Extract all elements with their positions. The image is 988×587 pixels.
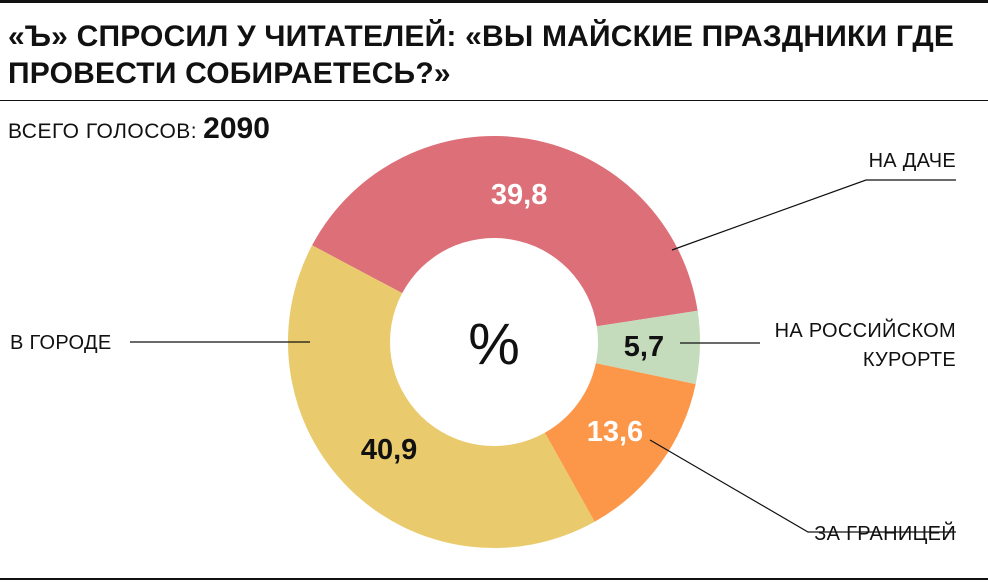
slice-на-даче (312, 136, 698, 327)
total-votes: ВСЕГО ГОЛОСОВ: 2090 (8, 112, 270, 152)
category-label: ЗА ГРАНИЦЕЙ (814, 521, 956, 545)
category-label: КУРОРТЕ (863, 349, 956, 371)
leader-line (671, 179, 956, 251)
leader-line (649, 439, 956, 533)
bottom-rule (0, 578, 988, 580)
slice-в-городе (287, 245, 595, 549)
center-unit-label: % (468, 312, 520, 377)
slice-value-label: 13,6 (587, 416, 643, 448)
slice-value-label: 40,9 (361, 434, 417, 466)
category-label: НА РОССИЙСКОМ (775, 318, 956, 342)
top-rule (0, 0, 988, 3)
title-divider (0, 100, 988, 101)
category-label: НА ДАЧЕ (869, 150, 956, 172)
category-label: В ГОРОДЕ (10, 332, 111, 354)
total-votes-label: ВСЕГО ГОЛОСОВ: (8, 120, 198, 143)
slice-на-российском-курорте (595, 310, 700, 385)
slice-за-границей (544, 363, 696, 522)
slice-value-label: 39,8 (491, 179, 547, 211)
chart-title: «Ъ» СПРОСИЛ У ЧИТАТЕЛЕЙ: «ВЫ МАЙСКИЕ ПРА… (8, 20, 955, 90)
slice-value-label: 5,7 (624, 331, 664, 363)
total-votes-value: 2090 (203, 112, 270, 145)
